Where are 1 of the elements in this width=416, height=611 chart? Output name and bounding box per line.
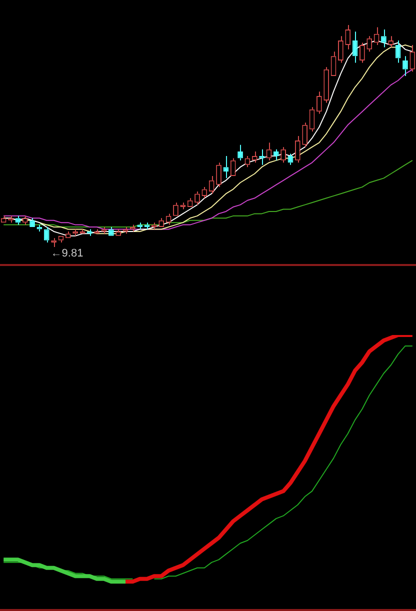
text: ←9.81 (50, 248, 84, 260)
